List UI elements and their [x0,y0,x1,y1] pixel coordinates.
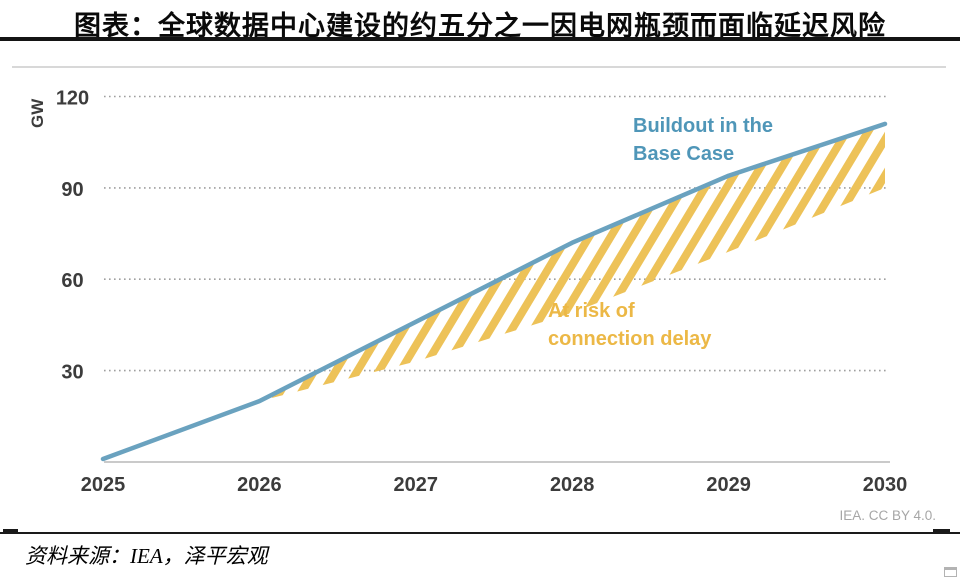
chart-svg: GW 120 90 60 30 2025 2026 2027 2028 2029 2030 Bu… [12,66,946,523]
y-tick-label-30: 30 [61,362,83,384]
corner-resize-handle-icon [944,567,957,577]
title-divider-rule [0,37,960,41]
x-tick-label-2030: 2030 [863,474,908,496]
x-tick-label-2028: 2028 [550,474,595,496]
data-center-buildout-chart: GW 120 90 60 30 2025 2026 2027 2028 2029 2030 Bu… [0,60,960,530]
at-risk-label: At risk of connection delay [548,300,712,350]
y-tick-label-90: 90 [61,179,83,201]
attribution-text: IEA. CC BY 4.0. [839,508,936,523]
y-tick-label-60: 60 [61,270,83,292]
bottom-rule-right-end [933,529,950,534]
at-risk-hatched-area [259,123,885,402]
y-axis-unit-label: GW [28,98,47,128]
bottom-rule-left-end [3,529,18,534]
base-case-line [100,121,888,462]
base-case-label: Buildout in the Base Case [633,115,773,165]
source-note: 资料来源：IEA，泽平宏观 [25,544,268,568]
x-tick-label-2025: 2025 [81,474,126,496]
bottom-divider-rule [0,532,960,534]
x-tick-label-2029: 2029 [706,474,751,496]
x-tick-label-2026: 2026 [237,474,282,496]
x-tick-label-2027: 2027 [394,474,439,496]
y-tick-label-120: 120 [56,88,89,110]
page-title: 图表：全球数据中心建设的约五分之一因电网瓶颈而面临延迟风险 [74,11,886,41]
